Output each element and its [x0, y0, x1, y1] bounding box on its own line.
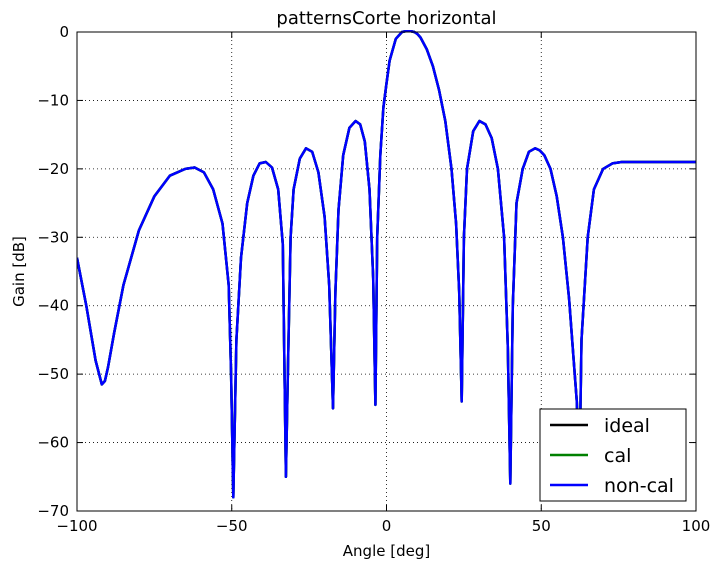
y-tick-label: 0: [59, 23, 69, 41]
y-tick-label: −50: [37, 365, 69, 383]
legend-ideal-label: ideal: [604, 415, 650, 437]
x-tick-label: 50: [532, 517, 551, 535]
x-tick-label: 100: [682, 517, 711, 535]
series-lines: [77, 30, 696, 499]
y-tick-label: −10: [37, 91, 69, 109]
y-tick-label: −30: [37, 228, 69, 246]
x-tick-label: −100: [56, 517, 97, 535]
x-tick-label: −50: [216, 517, 248, 535]
non-cal-series-line: [77, 30, 696, 499]
legend-cal-label: cal: [604, 445, 631, 467]
y-tick-label: −40: [37, 297, 69, 315]
chart-title: patternsCorte horizontal: [276, 8, 496, 29]
legend-non-cal-label: non-cal: [604, 475, 674, 497]
x-axis-label: Angle [deg]: [343, 542, 430, 560]
y-tick-label: −70: [37, 502, 69, 520]
y-tick-label: −60: [37, 434, 69, 452]
x-tick-label: 0: [382, 517, 392, 535]
y-axis-label: Gain [dB]: [10, 236, 28, 307]
y-tick-label: −20: [37, 160, 69, 178]
legend: ideal cal non-cal: [539, 408, 687, 502]
y-tick-labels: 0 −10 −20 −30 −40 −50 −60 −70: [37, 23, 69, 520]
x-tick-labels: −100 −50 0 50 100: [56, 517, 710, 535]
tick-marks: [76, 31, 697, 512]
